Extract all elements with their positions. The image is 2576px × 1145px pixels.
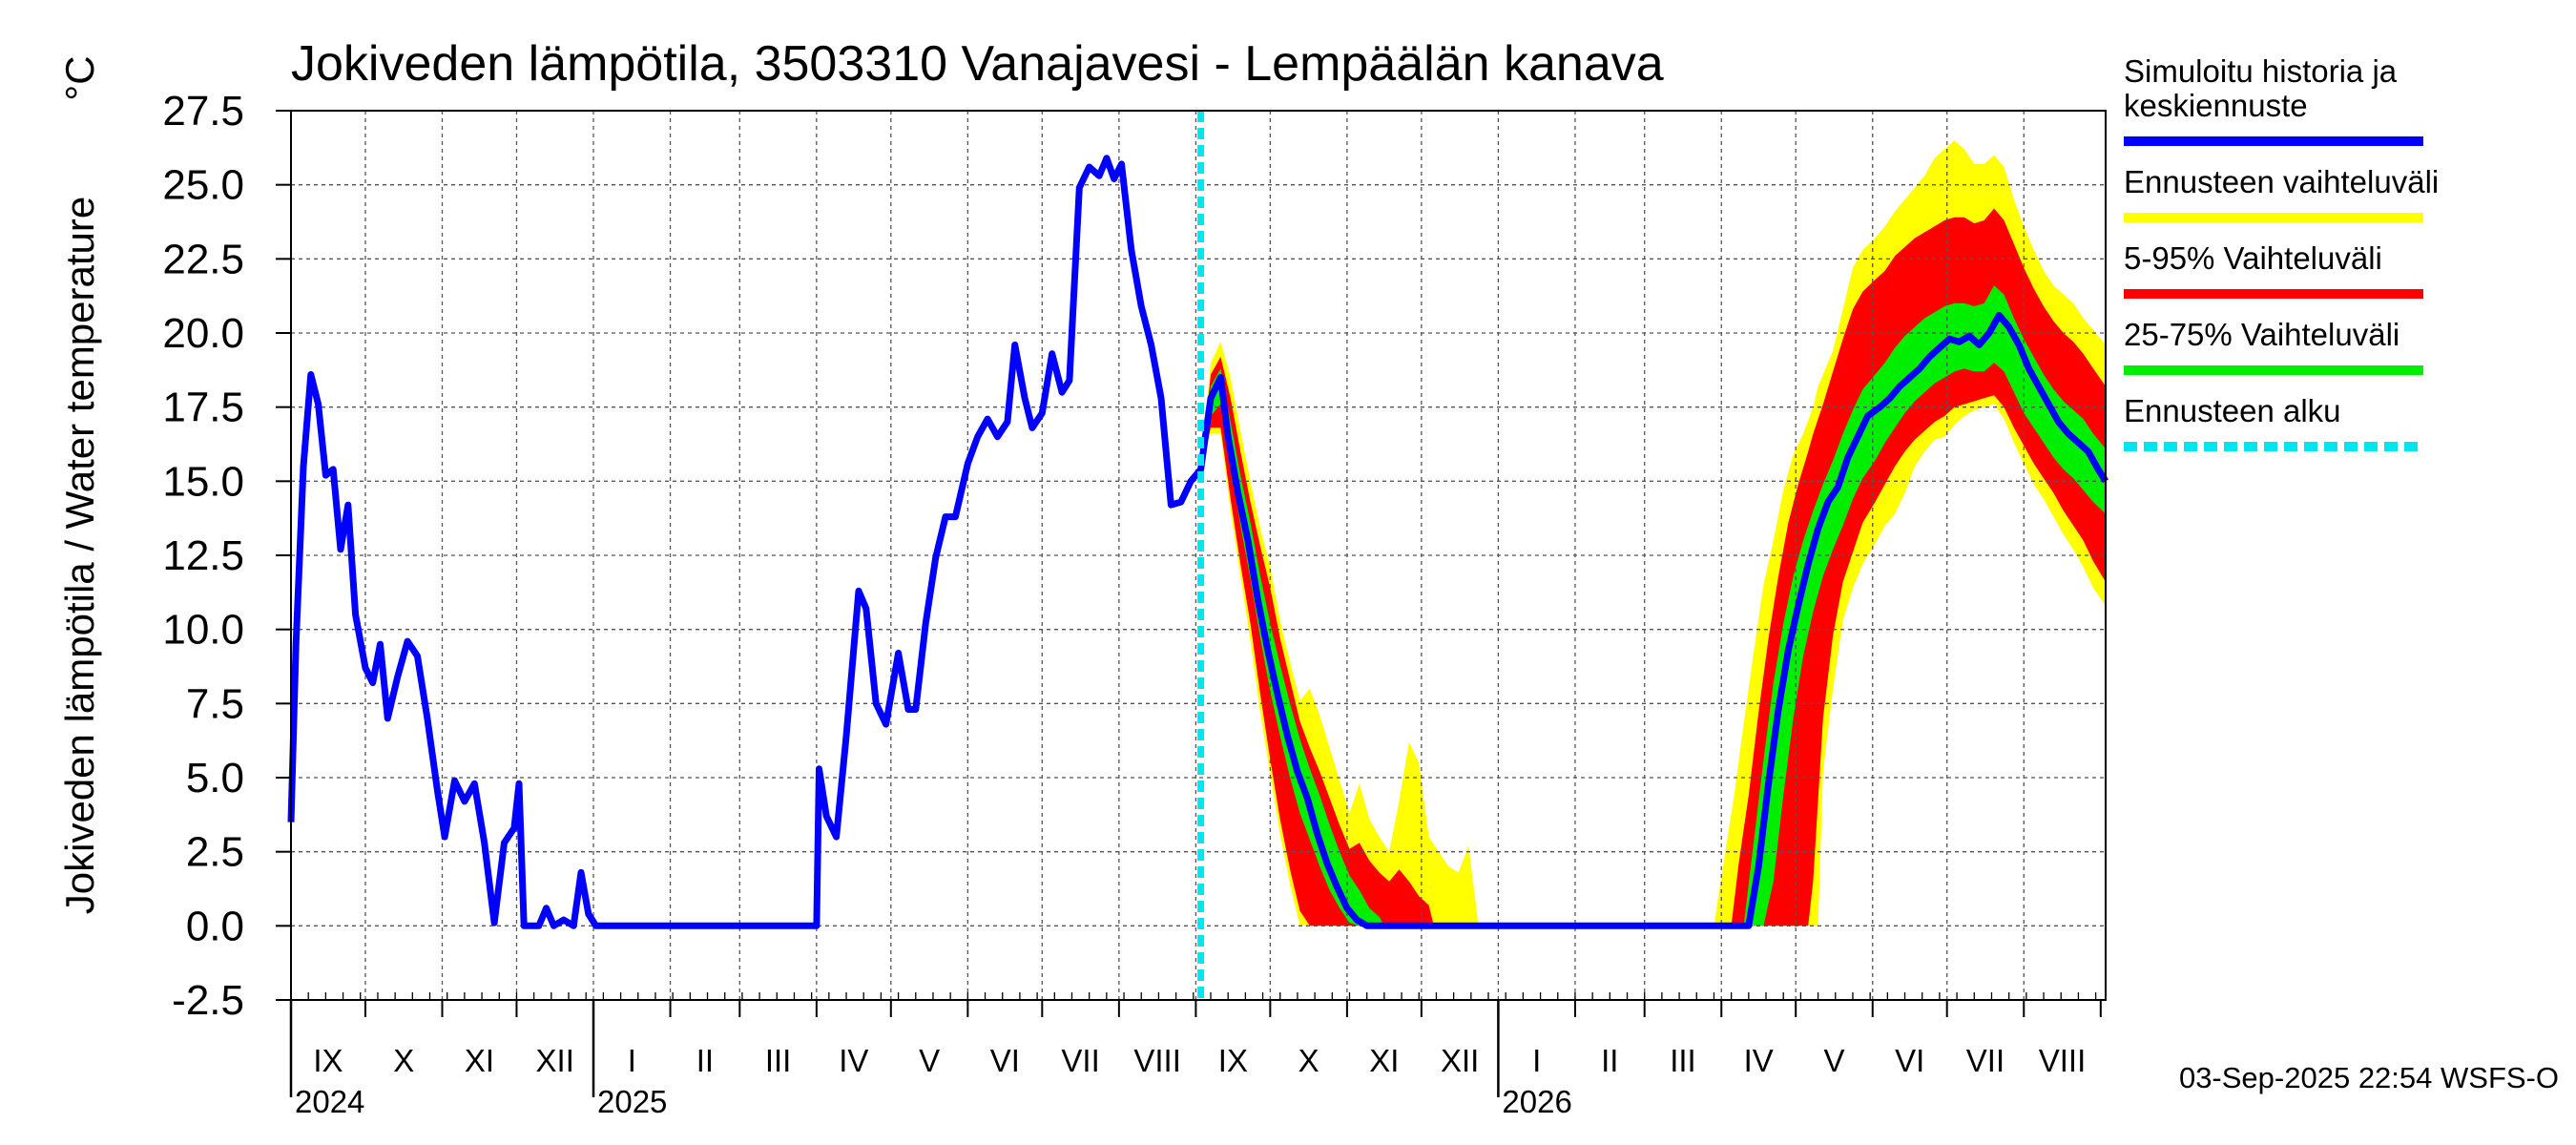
x-month-label: IV bbox=[839, 1043, 868, 1078]
x-month-label: IV bbox=[1744, 1043, 1774, 1078]
chart-grid bbox=[291, 111, 2106, 1000]
x-month-label: II bbox=[1601, 1043, 1618, 1078]
y-tick-label: 7.5 bbox=[186, 680, 244, 727]
legend-label: 25-75% Vaihteluväli bbox=[2124, 317, 2399, 352]
y-tick-label: -2.5 bbox=[172, 977, 244, 1024]
y-tick-label: 22.5 bbox=[162, 236, 244, 282]
footer-timestamp: 03-Sep-2025 22:54 WSFS-O bbox=[2179, 1061, 2559, 1094]
x-year-label: 2026 bbox=[1502, 1084, 1571, 1119]
y-tick-label: 15.0 bbox=[162, 458, 244, 505]
x-month-label: VII bbox=[1966, 1043, 2005, 1078]
y-tick-label: 5.0 bbox=[186, 755, 244, 802]
x-month-label: V bbox=[919, 1043, 940, 1078]
x-month-label: III bbox=[765, 1043, 792, 1078]
x-month-label: XII bbox=[1441, 1043, 1479, 1078]
y-tick-label: 20.0 bbox=[162, 310, 244, 357]
legend-label: Ennusteen alku bbox=[2124, 393, 2341, 428]
x-month-label: II bbox=[696, 1043, 714, 1078]
x-month-label: VIII bbox=[1133, 1043, 1181, 1078]
x-month-label: V bbox=[1823, 1043, 1844, 1078]
x-month-label: XI bbox=[1369, 1043, 1399, 1078]
y-tick-label: 17.5 bbox=[162, 385, 244, 431]
chart-axes: 27.5 25.0 22.5 20.0 17.5 15.0 12.5 10.0 7.5 5.0 2.… bbox=[162, 88, 2102, 1119]
legend-label: Simuloitu historia ja bbox=[2124, 53, 2398, 89]
y-tick-label: 0.0 bbox=[186, 903, 244, 949]
x-month-label: XI bbox=[465, 1043, 494, 1078]
x-month-label: III bbox=[1670, 1043, 1696, 1078]
y-tick-label: 12.5 bbox=[162, 532, 244, 579]
x-month-label: VIII bbox=[2039, 1043, 2087, 1078]
y-tick-label: 25.0 bbox=[162, 162, 244, 209]
x-month-label: VI bbox=[990, 1043, 1020, 1078]
chart-title: Jokiveden lämpötila, 3503310 Vanajavesi … bbox=[291, 36, 1664, 92]
chart-lines bbox=[287, 111, 2109, 1000]
y-tick-label: 2.5 bbox=[186, 829, 244, 876]
y-axis-label: Jokiveden lämpötila / Water temperature bbox=[57, 197, 102, 914]
x-month-label: I bbox=[1532, 1043, 1541, 1078]
x-year-label: 2025 bbox=[597, 1084, 667, 1119]
y-tick-label: 27.5 bbox=[162, 88, 244, 135]
x-month-label: X bbox=[1298, 1043, 1319, 1078]
x-month-label: IX bbox=[313, 1043, 343, 1078]
x-month-label: I bbox=[628, 1043, 636, 1078]
series-line-simulated-history bbox=[287, 155, 2109, 929]
forecast-bands bbox=[1200, 140, 2106, 926]
x-month-label: VI bbox=[1895, 1043, 1924, 1078]
y-tick-label: 10.0 bbox=[162, 607, 244, 654]
x-month-label: VII bbox=[1061, 1043, 1099, 1078]
legend-label: Ennusteen vaihteluväli bbox=[2124, 164, 2439, 199]
x-year-label: 2024 bbox=[295, 1084, 364, 1119]
x-month-label: X bbox=[393, 1043, 414, 1078]
x-month-label: IX bbox=[1218, 1043, 1248, 1078]
legend-label: keskiennuste bbox=[2124, 88, 2308, 123]
x-month-label: XII bbox=[536, 1043, 574, 1078]
legend-label: 5-95% Vaihteluväli bbox=[2124, 240, 2382, 276]
band-25-75-vaihteluv-li bbox=[1200, 285, 2106, 926]
y-axis-unit: °C bbox=[57, 55, 102, 100]
